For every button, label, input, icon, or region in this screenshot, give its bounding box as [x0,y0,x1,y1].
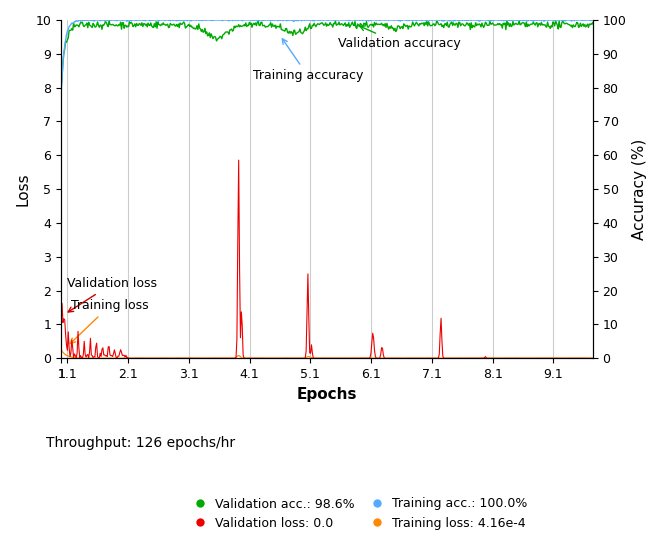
Y-axis label: Loss: Loss [15,173,30,206]
Text: Validation loss: Validation loss [68,277,158,312]
Text: Training accuracy: Training accuracy [253,39,363,82]
Text: Validation accuracy: Validation accuracy [338,26,460,50]
Text: Training loss: Training loss [70,299,148,344]
X-axis label: Epochs: Epochs [297,387,357,401]
Y-axis label: Accuracy (%): Accuracy (%) [632,138,647,240]
Legend: Validation acc.: 98.6%, Validation loss: 0.0, Training acc.: 100.0%, Training lo: Validation acc.: 98.6%, Validation loss:… [183,492,532,535]
Text: Throughput: 126 epochs/hr: Throughput: 126 epochs/hr [46,436,236,450]
